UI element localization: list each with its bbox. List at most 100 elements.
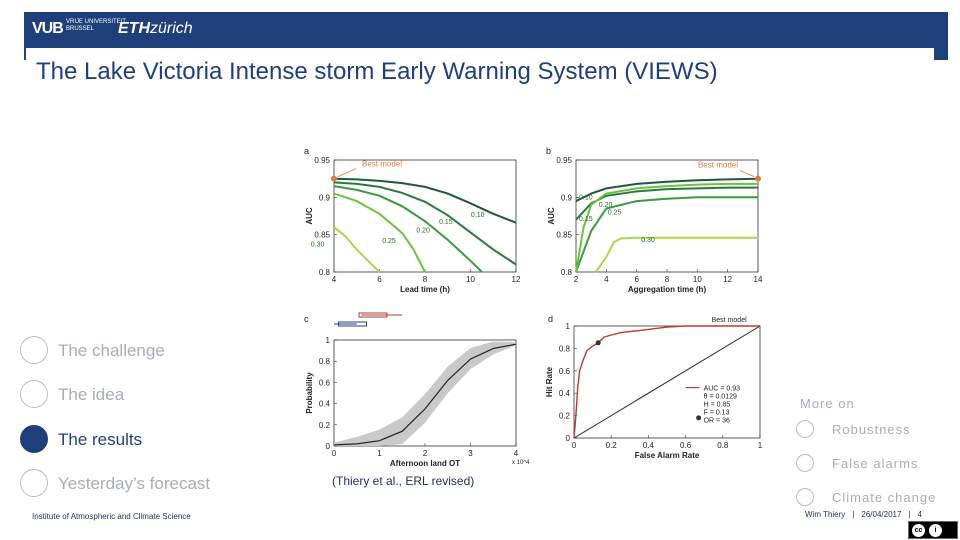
y-axis-label: Probability xyxy=(305,372,314,414)
panel-letter-c: c xyxy=(304,314,309,324)
y-tick-label: 0 xyxy=(326,442,331,451)
diagonal-line xyxy=(573,325,761,439)
x-tick-label: 1 xyxy=(377,449,382,458)
page-title: The Lake Victoria Intense storm Early Wa… xyxy=(36,58,718,85)
panel-letter-a: a xyxy=(304,146,309,156)
y-axis-label: Hit Rate xyxy=(545,366,554,397)
y-tick-label: 0.6 xyxy=(319,378,331,387)
series-line xyxy=(333,181,517,266)
panel-letter-d: d xyxy=(548,314,553,324)
footer-separator: | xyxy=(908,510,911,519)
y-tick-label: 0.95 xyxy=(314,156,330,165)
series-label: 0.25 xyxy=(382,238,396,245)
best-model-arrow xyxy=(337,168,357,178)
series-line xyxy=(333,185,483,273)
y-axis-label: AUC xyxy=(547,207,556,225)
x-tick-label: 0.2 xyxy=(606,441,618,450)
series-line xyxy=(333,343,517,446)
footer-date: 26/04/2017 xyxy=(861,510,902,519)
best-model-arrow xyxy=(739,170,755,178)
y-tick-label: 0.2 xyxy=(319,421,331,430)
series-line xyxy=(594,236,758,273)
nav-bullet-icon xyxy=(20,469,48,497)
nav-item-challenge[interactable]: The challenge xyxy=(20,336,300,366)
legend-entry: OR = 36 xyxy=(704,418,730,425)
header-edge-left xyxy=(24,48,26,60)
nav-item-idea[interactable]: The idea xyxy=(20,380,300,410)
chart-panel-a: a 4 6 8 10 12 0.8 0.85 0.9 0.95 Lead time (h) AUC 0… xyxy=(304,146,521,294)
footer-institute: Institute of Atmospheric and Climate Sci… xyxy=(32,512,191,521)
x-axis-label: False Alarm Rate xyxy=(635,451,700,460)
y-tick-label: 0.8 xyxy=(319,268,331,277)
nav-item-forecast[interactable]: Yesterday’s forecast xyxy=(20,469,300,499)
x-tick-label: 0.6 xyxy=(680,441,692,450)
nav-item-label: Yesterday’s forecast xyxy=(58,474,211,493)
best-model-point xyxy=(331,175,337,182)
y-tick-label: 0.8 xyxy=(559,344,571,353)
best-model-annotation: Best model xyxy=(698,161,738,170)
y-tick-label: 0.8 xyxy=(561,268,573,277)
series-label: 0.25 xyxy=(608,210,622,217)
y-tick-label: 0.8 xyxy=(319,357,331,366)
footer-author: Wim Thiery xyxy=(805,510,846,519)
nav-item-label: The results xyxy=(58,430,143,449)
vub-logo-subtitle: VRIJE UNIVERSITEIT BRUSSEL xyxy=(66,19,126,32)
side-item-label: Robustness xyxy=(832,422,911,437)
chart-panel-c: c 0 1 2 3 4 0 0.2 0.4 0.6 0.8 1 Afternoon land OT Pr… xyxy=(304,312,530,468)
cc-icon: cc xyxy=(912,524,925,537)
best-model-annotation: Best model xyxy=(712,317,747,324)
y-tick-label: 0.9 xyxy=(319,193,331,202)
y-tick-label: 0.95 xyxy=(556,156,572,165)
by-icon: i xyxy=(929,524,942,537)
more-on-robustness[interactable]: Robustness xyxy=(796,420,956,440)
best-model-point xyxy=(755,175,761,182)
series-line xyxy=(575,196,758,273)
chart-panel-d: d 0 0.2 0.4 0.6 0.8 1 0 0.2 0.4 0.6 0.8 1 False Alar… xyxy=(545,314,763,460)
best-model-annotation: Best model xyxy=(362,160,402,169)
legend-entry: θ = 0.0129 xyxy=(704,394,737,401)
creative-commons-badge: cc i xyxy=(908,521,958,539)
nav-bullet-icon xyxy=(20,380,48,408)
x-tick-label: 12 xyxy=(512,275,521,284)
x-tick-label: 8 xyxy=(423,275,428,284)
x-tick-label: 1 xyxy=(758,441,763,450)
header-bar xyxy=(24,12,948,48)
more-on-climate-change[interactable]: Climate change xyxy=(796,488,956,508)
x-tick-label: 3 xyxy=(468,449,473,458)
more-on-false-alarms[interactable]: False alarms xyxy=(796,454,956,474)
axes-frame xyxy=(573,325,761,439)
x-tick-label: 6 xyxy=(634,275,639,284)
series-label: 0.20 xyxy=(416,227,430,234)
series-label: 0.30 xyxy=(641,237,655,244)
x-axis-label: Afternoon land OT xyxy=(390,459,460,468)
optimal-point xyxy=(595,340,601,346)
legend-entry: AUC = 0.93 xyxy=(704,386,740,393)
reference-point xyxy=(696,415,702,421)
side-item-label: False alarms xyxy=(832,456,919,471)
series-line xyxy=(575,177,759,202)
x-tick-label: 0 xyxy=(332,449,337,458)
legend-entry: F = 0.13 xyxy=(704,410,730,417)
y-tick-label: 1 xyxy=(326,336,331,345)
y-tick-label: 0.6 xyxy=(559,367,571,376)
series-line xyxy=(333,226,381,273)
more-on-heading: More on xyxy=(800,396,855,411)
roc-curve xyxy=(573,325,760,439)
x-tick-label: 2 xyxy=(423,449,428,458)
series-line xyxy=(333,192,426,273)
series-label: 0.15 xyxy=(579,216,593,223)
eth-logo: ETHzürich xyxy=(118,20,193,38)
y-tick-label: 0 xyxy=(566,434,571,443)
y-tick-label: 0.85 xyxy=(314,231,330,240)
panel-letter-b: b xyxy=(546,146,551,156)
y-tick-label: 0.85 xyxy=(556,231,572,240)
x-tick-label: 0.4 xyxy=(643,441,655,450)
nav-item-label: The challenge xyxy=(58,341,165,360)
x-tick-label: 4 xyxy=(514,449,519,458)
x-exponent: x 10^4 xyxy=(512,460,530,466)
x-tick-label: 10 xyxy=(466,275,475,284)
confidence-band xyxy=(334,341,516,446)
nav-item-results[interactable]: The results xyxy=(20,425,300,455)
axes-frame xyxy=(575,159,759,273)
legend-entry: H = 0.85 xyxy=(704,402,731,409)
